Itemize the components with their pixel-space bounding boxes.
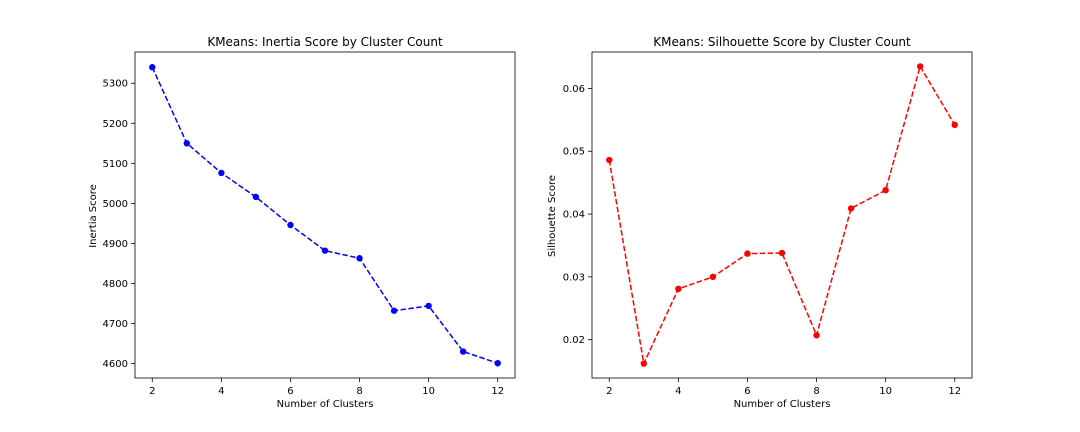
silhouette-chart-title: KMeans: Silhouette Score by Cluster Coun… (653, 35, 911, 49)
inertia-data-point (459, 348, 467, 355)
silhouette-data-point (813, 332, 820, 339)
silhouette-chart: KMeans: Silhouette Score by Cluster Coun… (547, 35, 973, 410)
silhouette-series-line (608, 64, 956, 367)
inertia-data-point (356, 255, 363, 262)
inertia-y-tick-label: 4800 (103, 279, 128, 290)
inertia-data-point (425, 302, 432, 310)
silhouette-x-tick-label: 6 (744, 386, 750, 397)
silhouette-data-point (744, 250, 751, 257)
silhouette-x-tick-label: 2 (606, 386, 612, 397)
inertia-y-tick-label: 5200 (103, 119, 128, 130)
silhouette-data-point (640, 360, 648, 367)
inertia-data-point (287, 221, 294, 229)
inertia-data-point (252, 193, 260, 201)
inertia-series-line (151, 66, 498, 364)
silhouette-plot-frame (591, 51, 973, 379)
silhouette-data-point (951, 121, 958, 129)
inertia-x-tick-label: 12 (491, 386, 504, 397)
silhouette-x-tick-label: 10 (879, 386, 892, 397)
inertia-y-tick-label: 4600 (103, 359, 128, 370)
inertia-data-point (390, 307, 398, 314)
inertia-x-tick-label: 6 (287, 386, 293, 397)
silhouette-data-point (675, 285, 682, 293)
inertia-plot-frame (134, 51, 516, 379)
silhouette-data-point (847, 205, 855, 212)
silhouette-x-axis-label: Number of Clusters (734, 399, 831, 410)
inertia-data-point (494, 359, 501, 367)
silhouette-data-point (778, 249, 786, 257)
silhouette-y-axis-label: Silhouette Score (547, 175, 558, 257)
silhouette-y-tick-label: 0.04 (563, 210, 585, 221)
inertia-chart-title: KMeans: Inertia Score by Cluster Count (207, 35, 443, 49)
silhouette-data-point (882, 186, 889, 194)
silhouette-data-point (709, 273, 717, 281)
inertia-y-tick-label: 5300 (103, 79, 128, 90)
inertia-y-tick-label: 4700 (103, 319, 128, 330)
silhouette-y-tick-label: 0.02 (563, 335, 585, 346)
silhouette-y-tick-label: 0.03 (563, 272, 585, 283)
silhouette-x-tick-label: 4 (675, 386, 681, 397)
inertia-x-tick-label: 8 (356, 386, 362, 397)
inertia-data-point (183, 140, 191, 147)
inertia-x-tick-label: 10 (422, 386, 435, 397)
inertia-data-point (149, 64, 156, 71)
inertia-y-axis-label: Inertia Score (88, 184, 99, 248)
silhouette-y-tick-label: 0.06 (563, 84, 585, 95)
inertia-x-tick-label: 2 (149, 386, 155, 397)
inertia-data-point (321, 247, 329, 254)
inertia-data-point (218, 169, 225, 177)
inertia-x-axis-label: Number of Clusters (277, 399, 374, 410)
inertia-x-tick-label: 4 (218, 386, 224, 397)
silhouette-data-point (606, 156, 613, 164)
silhouette-data-point (916, 63, 924, 70)
silhouette-y-tick-label: 0.05 (563, 147, 585, 158)
inertia-y-tick-label: 4900 (103, 239, 128, 250)
inertia-y-tick-label: 5100 (103, 159, 128, 170)
inertia-chart: KMeans: Inertia Score by Cluster Count N… (88, 35, 516, 410)
silhouette-x-tick-label: 12 (948, 386, 961, 397)
inertia-y-tick-label: 5000 (103, 199, 128, 210)
silhouette-x-tick-label: 8 (813, 386, 819, 397)
